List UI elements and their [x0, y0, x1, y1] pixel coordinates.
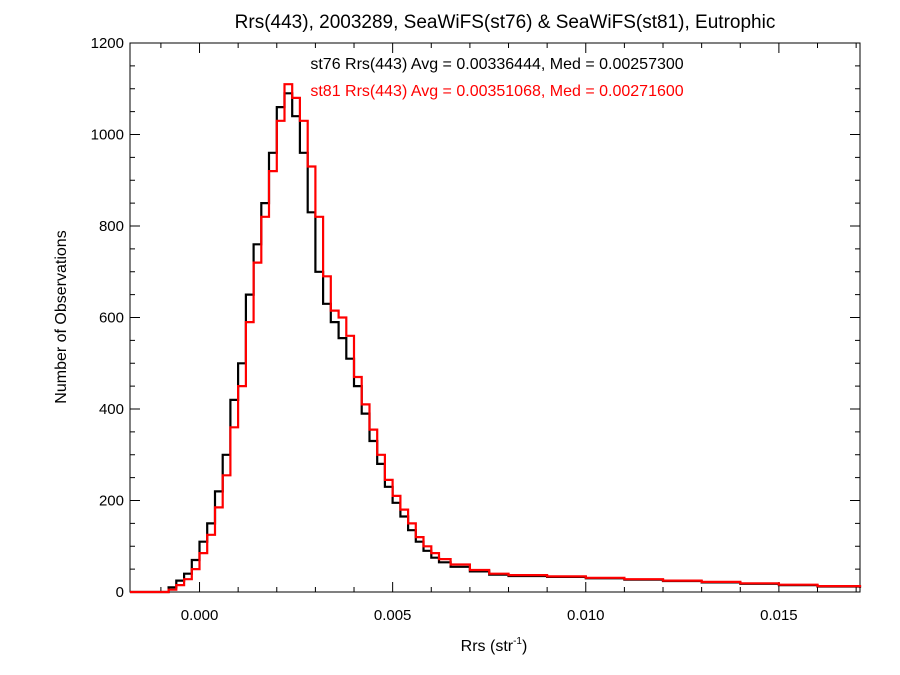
y-tick-label: 1200: [91, 35, 124, 52]
y-tick-label: 1000: [91, 127, 124, 144]
series-line-st76: [130, 92, 862, 594]
x-tick-label: 0.005: [374, 607, 412, 624]
x-tick-label: 0.010: [567, 607, 605, 624]
x-axis-label: Rrs (str-1): [461, 636, 528, 655]
x-tick-label: 0.015: [760, 607, 798, 624]
annotation-st81: st81 Rrs(443) Avg = 0.00351068, Med = 0.…: [310, 83, 683, 100]
axis-ticks: [130, 42, 860, 593]
chart-title: Rrs(443), 2003289, SeaWiFS(st76) & SeaWi…: [235, 12, 776, 33]
axis-tick-labels: 0.000 0.005 0.010 0.015 0 200 400 600 800 1000 120…: [91, 35, 798, 624]
y-tick-label: 800: [99, 218, 124, 235]
y-tick-label: 0: [116, 584, 124, 601]
plot-frame: [129, 42, 861, 593]
y-axis-label: Number of Observations: [53, 230, 70, 403]
y-tick-label: 200: [99, 493, 124, 510]
y-tick-label: 600: [99, 310, 124, 327]
x-axis-label-close: ): [522, 638, 527, 655]
series-line-st81: [130, 83, 862, 594]
series-group: [130, 83, 862, 594]
x-axis-label-main: Rrs (str: [461, 638, 514, 655]
x-axis-label-sup: -1: [513, 636, 522, 647]
x-tick-label: 0.000: [181, 607, 219, 624]
annotation-st76: st76 Rrs(443) Avg = 0.00336444, Med = 0.…: [310, 56, 683, 73]
y-tick-label: 400: [99, 401, 124, 418]
